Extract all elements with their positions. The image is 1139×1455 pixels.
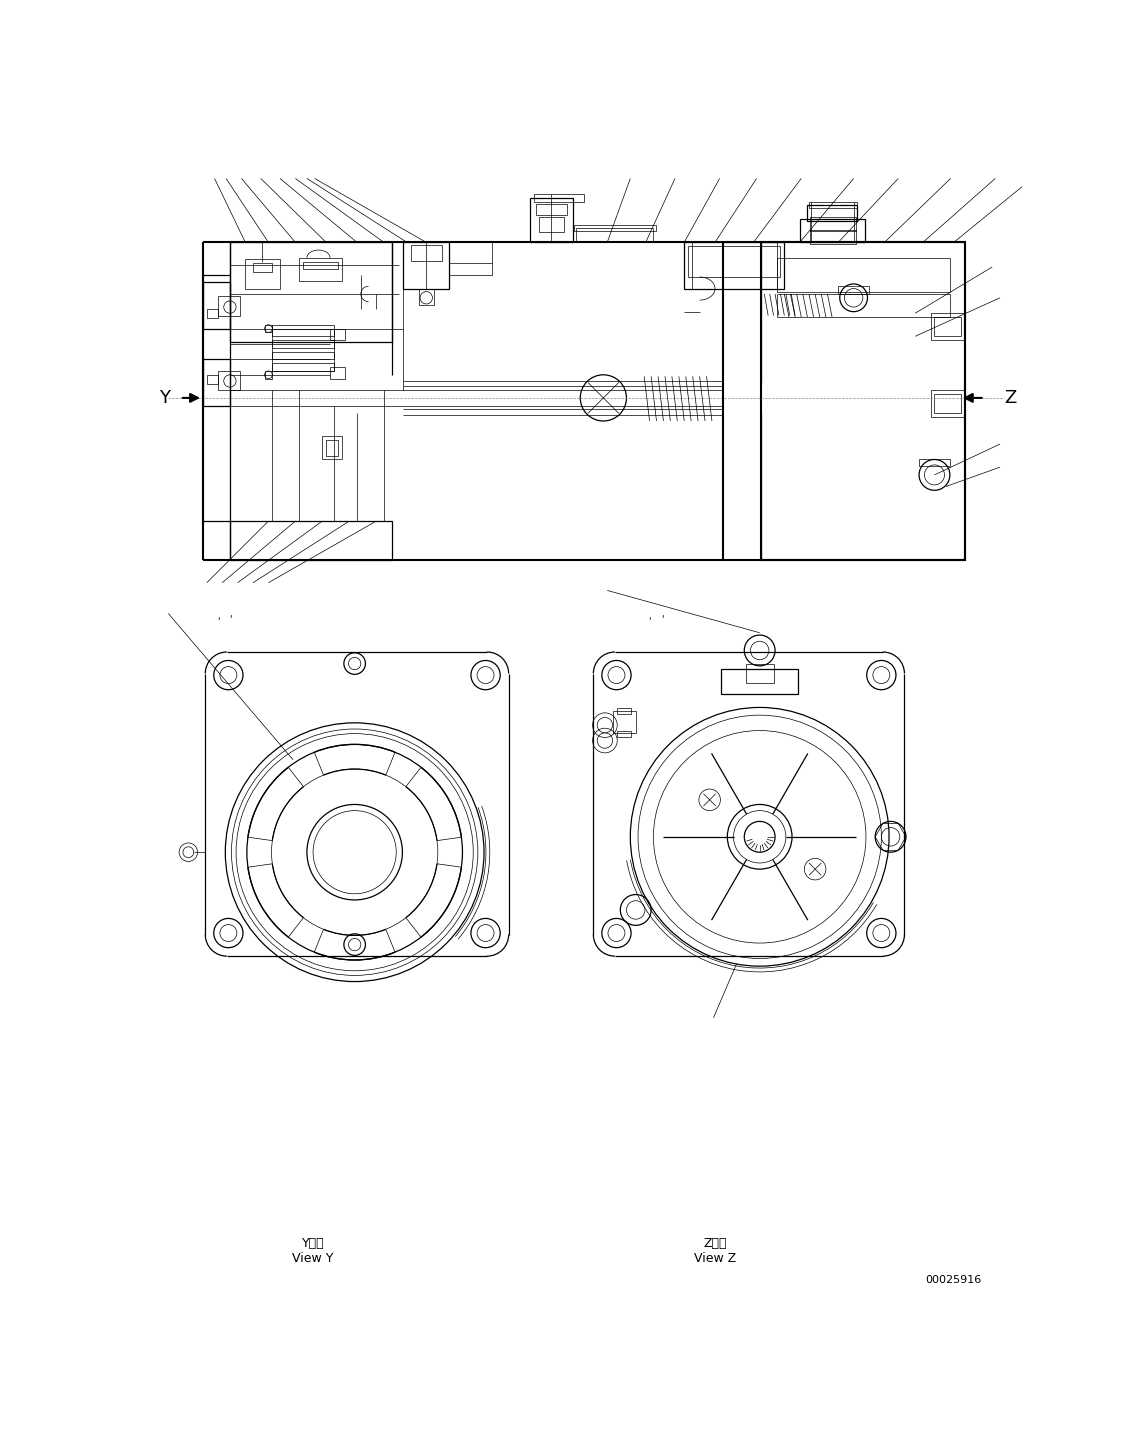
Bar [934, 394, 961, 413]
Text: ': ' [218, 617, 220, 626]
Bar [245, 259, 280, 288]
Bar [322, 436, 342, 460]
Bar [808, 205, 858, 221]
Bar [253, 263, 272, 272]
Bar [617, 709, 631, 714]
Bar [203, 359, 230, 406]
Text: 00025916: 00025916 [926, 1275, 982, 1285]
Bar [931, 390, 965, 418]
Bar [574, 224, 656, 231]
Bar [931, 313, 965, 340]
Bar [272, 364, 334, 371]
Bar [777, 294, 950, 317]
Bar [919, 460, 950, 466]
Bar [272, 324, 334, 371]
Bar [540, 217, 564, 233]
Bar [810, 230, 855, 244]
Bar [403, 243, 450, 288]
Bar [203, 282, 230, 329]
Bar [688, 246, 780, 276]
Bar [810, 217, 855, 231]
Text: Z　視: Z 視 [703, 1237, 727, 1250]
Bar [330, 329, 345, 340]
Bar [272, 352, 334, 359]
Bar [303, 262, 338, 269]
Bar [300, 258, 342, 281]
Bar [326, 441, 338, 455]
Bar [230, 243, 392, 342]
Bar [934, 317, 961, 336]
Text: Z: Z [1003, 388, 1016, 407]
Text: ': ' [229, 614, 231, 624]
Bar [219, 297, 240, 316]
Bar [809, 202, 857, 208]
Bar [450, 263, 492, 275]
Text: View Z: View Z [694, 1253, 736, 1266]
Bar [219, 371, 240, 390]
Bar [531, 198, 573, 243]
Bar [721, 669, 798, 694]
Bar [838, 287, 869, 294]
Bar [613, 711, 636, 733]
Bar [411, 246, 442, 260]
Text: ': ' [662, 614, 664, 624]
Bar [207, 375, 219, 384]
Bar [617, 732, 631, 738]
Bar [264, 324, 272, 332]
Bar [746, 663, 773, 682]
Text: View Y: View Y [293, 1253, 334, 1266]
Bar [761, 243, 965, 560]
Bar [330, 367, 345, 378]
Text: ': ' [648, 617, 650, 626]
Bar [536, 204, 567, 215]
Bar [685, 243, 785, 288]
Bar [230, 521, 392, 560]
Bar [207, 308, 219, 317]
Bar [800, 220, 866, 243]
Bar [264, 371, 272, 378]
Bar [272, 329, 334, 336]
Bar [272, 340, 334, 348]
Bar [418, 288, 434, 306]
Bar [777, 258, 950, 292]
Text: Y: Y [158, 388, 170, 407]
Bar [534, 194, 584, 202]
Text: Y　視: Y 視 [302, 1237, 325, 1250]
